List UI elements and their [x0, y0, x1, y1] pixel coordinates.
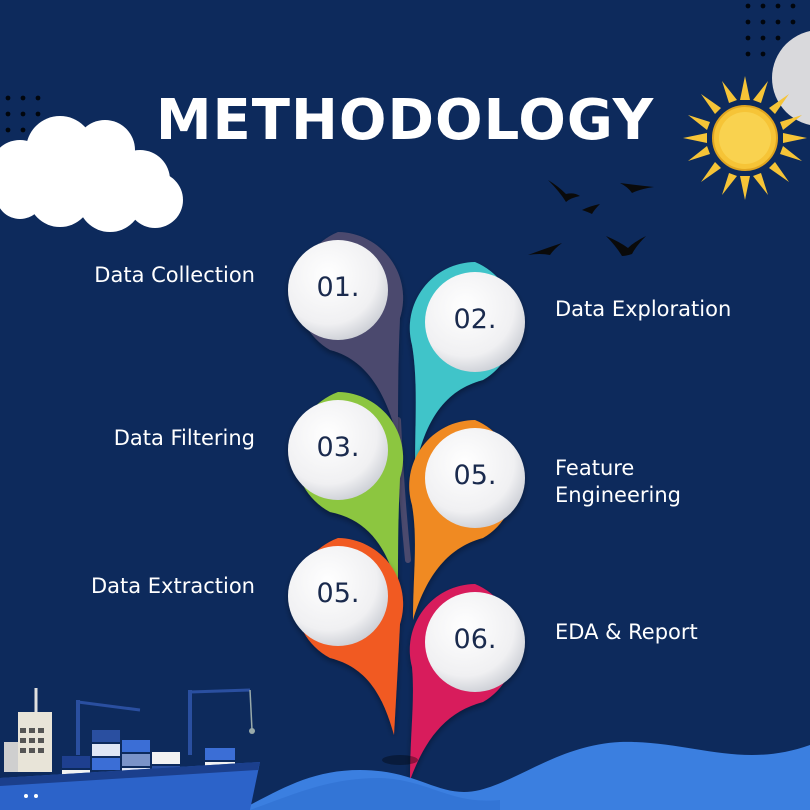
cloud-icon	[0, 116, 183, 232]
step-2-pin	[409, 262, 525, 470]
wave-highlight	[250, 778, 500, 810]
step-4-pin	[409, 420, 525, 620]
cargo-ship-icon	[0, 688, 260, 810]
step-1-label: Data Collection	[94, 263, 255, 287]
step-3-label: Data Filtering	[113, 426, 255, 450]
dot-pattern-top-right	[745, 3, 796, 57]
step-6-number: 06.	[453, 624, 497, 655]
step-6-label: EDA & Report	[555, 620, 698, 644]
page-title: METHODOLOGY	[155, 88, 655, 153]
step-5-number: 05.	[316, 578, 360, 609]
stem-ground-shadow	[382, 755, 418, 765]
birds-icon	[528, 180, 654, 256]
step-5-label: Data Extraction	[90, 574, 255, 598]
step-1-number: 01.	[316, 272, 360, 303]
step-2-label: Data Exploration	[555, 297, 732, 321]
step-4-label-line-2: Engineering	[555, 483, 681, 507]
sun-icon	[683, 76, 807, 200]
step-3-pin	[288, 392, 404, 590]
step-6-pin	[409, 584, 525, 780]
step-2-number: 02.	[453, 304, 497, 335]
step-4-number: 05.	[453, 460, 497, 491]
step-1-pin	[288, 232, 404, 440]
step-4-label: Feature Engineering	[555, 455, 681, 509]
step-3-number: 03.	[316, 432, 360, 463]
step-5-pin	[288, 538, 404, 735]
step-4-label-line-1: Feature	[555, 456, 635, 480]
